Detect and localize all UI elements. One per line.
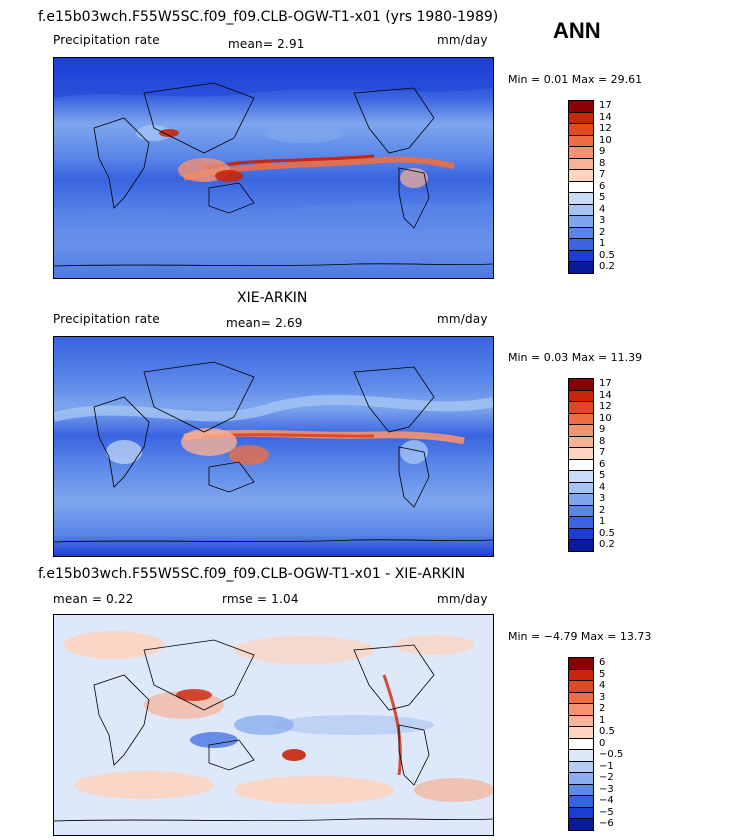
colorbar-level-label: 8 [599,157,606,169]
panel2-title: XIE-ARKIN [237,290,308,306]
panel1-units: mm/day [437,33,488,47]
colorbar-level-label: 9 [599,424,606,435]
colorbar-level-label: 1 [599,714,606,726]
panel3-mean: mean = 0.22 [53,592,134,606]
colorbar-level-label: 1 [599,238,606,249]
colorbar-level-label: −5 [599,806,614,818]
colorbar-level-label: 2 [599,226,606,238]
colorbar-level-label: 10 [599,134,612,146]
panel1-left-label: Precipitation rate [53,33,160,47]
panel1-mean: mean= 2.91 [228,37,305,51]
panel2-map [53,336,494,557]
colorbar-level-label: 2 [599,504,606,516]
panel1-map [53,57,494,279]
colorbar-level-label: 5 [599,668,606,680]
colorbar-level-label: 6 [599,180,606,192]
colorbar-level-label: 6 [599,458,606,470]
panel3-units: mm/day [437,592,488,606]
colorbar-level-label: −4 [599,795,614,806]
panel2-map-svg [54,337,493,556]
panel2-minmax: Min = 0.03 Max = 11.39 [508,351,643,364]
panel1-minmax: Min = 0.01 Max = 29.61 [508,73,643,86]
panel3-minmax: Min = −4.79 Max = 13.73 [508,630,652,643]
colorbar-level-label: 0.5 [599,249,615,261]
colorbar-level-label: 0.5 [599,527,615,539]
colorbar-level-label: 17 [599,100,612,111]
colorbar-level-label: 14 [599,389,612,401]
colorbar-level-label: 4 [599,203,606,215]
colorbar-level-label: 14 [599,111,612,123]
colorbar-level-label: 9 [599,146,606,157]
panel1-title: f.e15b03wch.F55W5SC.f09_f09.CLB-OGW-T1-x… [38,9,499,25]
panel3-colorbar-boxes: 6 5 4 3 2 1 0.5 0 −0.5 −1 −2 −3 −4 −5 −6 [568,657,634,834]
panel3-map [53,614,494,836]
colorbar-level-label: 5 [599,470,606,481]
colorbar-level-label: 0.2 [599,261,615,272]
panel3-colorbar: 6 5 4 3 2 1 0.5 0 −0.5 −1 −2 −3 −4 −5 −6 [568,657,634,834]
panel1-colorbar: 17 14 12 10 9 8 7 6 5 4 3 2 1 0.5 0.2 [568,100,634,277]
colorbar-level-label: 7 [599,169,606,180]
colorbar-swatch [568,818,594,831]
colorbar-swatch [568,261,594,274]
panel3-rmse: rmse = 1.04 [222,592,299,606]
colorbar-level-label: −1 [599,760,614,772]
colorbar-level-label: −6 [599,818,614,829]
colorbar-level-label: 1 [599,516,606,527]
colorbar-level-label: 4 [599,481,606,493]
colorbar-level-label: 4 [599,680,606,691]
colorbar-level-label: 7 [599,447,606,458]
colorbar-level-label: 3 [599,215,606,226]
colorbar-level-label: 3 [599,691,606,703]
panel2-colorbar: 17 14 12 10 9 8 7 6 5 4 3 2 1 0.5 0.2 [568,378,634,555]
season-label: ANN [553,18,601,43]
colorbar-level-label: 17 [599,378,612,389]
colorbar-level-label: 12 [599,401,612,412]
colorbar-level-label: 3 [599,493,606,504]
colorbar-level-label: 0.2 [599,539,615,550]
panel3-map-svg [54,615,493,835]
colorbar-swatch [568,539,594,552]
panel2-mean: mean= 2.69 [226,316,303,330]
panel2-colorbar-boxes: 17 14 12 10 9 8 7 6 5 4 3 2 1 0.5 0.2 [568,378,634,555]
colorbar-level-label: 8 [599,435,606,447]
colorbar-level-label: 0 [599,737,606,749]
colorbar-level-label: 12 [599,123,612,134]
panel2-units: mm/day [437,312,488,326]
colorbar-level-label: 2 [599,703,606,714]
colorbar-level-label: −3 [599,783,614,795]
colorbar-level-label: 0.5 [599,726,615,737]
panel1-map-svg [54,58,493,278]
colorbar-level-label: 10 [599,412,612,424]
colorbar-level-label: −0.5 [599,749,624,760]
colorbar-level-label: 6 [599,657,606,668]
panel3-title: f.e15b03wch.F55W5SC.f09_f09.CLB-OGW-T1-x… [38,566,466,582]
panel1-colorbar-boxes: 17 14 12 10 9 8 7 6 5 4 3 2 1 0.5 0.2 [568,100,634,277]
colorbar-level-label: 5 [599,192,606,203]
panel2-left-label: Precipitation rate [53,312,160,326]
colorbar-level-label: −2 [599,772,614,783]
